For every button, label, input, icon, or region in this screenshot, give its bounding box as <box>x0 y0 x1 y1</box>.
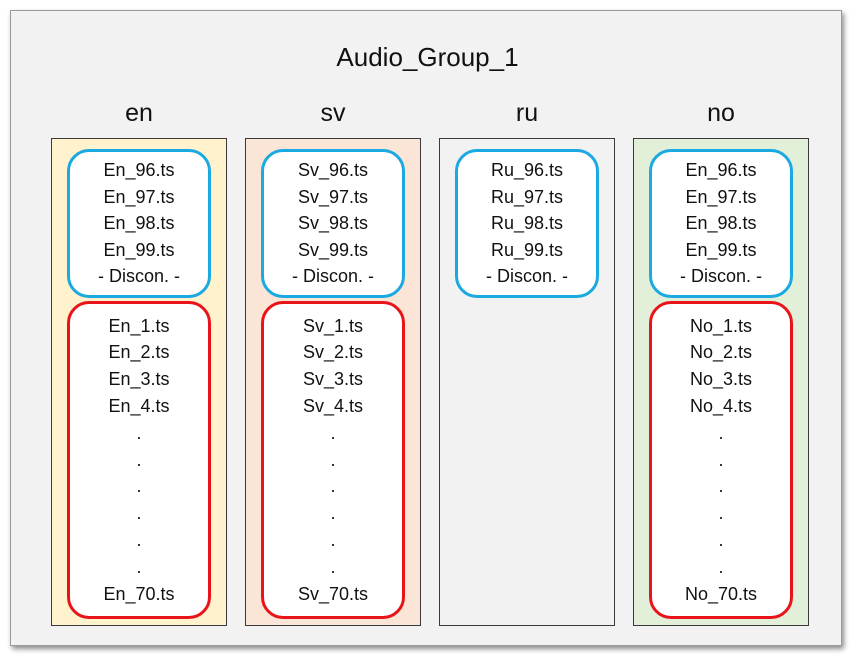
segment-item: No_1.ts <box>689 315 753 336</box>
segment-item: En_2.ts <box>108 342 170 363</box>
segment-item: No_3.ts <box>689 369 753 390</box>
ellipsis-dot: . <box>718 476 724 497</box>
segment-item: En_99.ts <box>103 239 175 260</box>
column-ru: Ru_96.ts Ru_97.ts Ru_98.ts Ru_99.ts - Di… <box>439 138 615 626</box>
ellipsis-dot: . <box>136 422 142 443</box>
discon-marker: - Discon. - <box>97 266 180 287</box>
ellipsis-dot: . <box>136 503 142 524</box>
segment-item: Sv_70.ts <box>297 583 369 604</box>
segment-list-box: Sv_1.ts Sv_2.ts Sv_3.ts Sv_4.ts . . . . … <box>261 301 405 619</box>
discontinuity-segment-box: En_96.ts En_97.ts En_98.ts En_99.ts - Di… <box>649 149 793 298</box>
ellipsis-dot: . <box>718 529 724 550</box>
discontinuity-segment-box: En_96.ts En_97.ts En_98.ts En_99.ts - Di… <box>67 149 211 298</box>
segment-item: Sv_4.ts <box>302 396 364 416</box>
segment-item: Ru_98.ts <box>490 213 564 234</box>
discon-marker: - Discon. - <box>291 266 374 287</box>
segment-item: Ru_97.ts <box>490 186 564 207</box>
ellipsis-dot: . <box>330 503 336 524</box>
segment-item: Ru_99.ts <box>490 239 564 260</box>
discontinuity-segment-box: Sv_96.ts Sv_97.ts Sv_98.ts Sv_99.ts - Di… <box>261 149 405 298</box>
ellipsis-dot: . <box>136 556 142 577</box>
discon-marker: - Discon. - <box>679 266 762 287</box>
column-label-ru: ru <box>515 99 539 127</box>
segment-item: Sv_1.ts <box>302 315 364 336</box>
ellipsis-dot: . <box>718 422 724 443</box>
ellipsis-dot: . <box>330 529 336 550</box>
ellipsis-dot: . <box>330 422 336 443</box>
segment-item: En_99.ts <box>685 239 757 260</box>
segment-item: Sv_97.ts <box>297 186 369 207</box>
segment-item: Sv_3.ts <box>302 369 364 390</box>
ellipsis-dot: . <box>136 529 142 550</box>
column-label-no: no <box>707 99 735 127</box>
segment-item: En_3.ts <box>108 369 170 390</box>
segment-item: En_96.ts <box>685 160 757 181</box>
segment-item: Sv_99.ts <box>297 239 369 260</box>
ellipsis-dot: . <box>718 556 724 577</box>
segment-item: En_70.ts <box>103 583 175 604</box>
column-no: En_96.ts En_97.ts En_98.ts En_99.ts - Di… <box>633 138 809 626</box>
group-title: Audio_Group_1 <box>336 42 519 72</box>
discon-marker: - Discon. - <box>485 266 568 287</box>
segment-item: En_98.ts <box>103 213 175 234</box>
segment-list-box: No_1.ts No_2.ts No_3.ts No_4.ts . . . . … <box>649 301 793 619</box>
ellipsis-dot: . <box>718 449 724 470</box>
segment-list-box: En_1.ts En_2.ts En_3.ts En_4.ts . . . . … <box>67 301 211 619</box>
segment-item: En_96.ts <box>103 160 175 181</box>
column-en: En_96.ts En_97.ts En_98.ts En_99.ts - Di… <box>51 138 227 626</box>
segment-item: Sv_2.ts <box>302 342 364 363</box>
column-label-sv: sv <box>320 99 346 127</box>
column-sv: Sv_96.ts Sv_97.ts Sv_98.ts Sv_99.ts - Di… <box>245 138 421 626</box>
segment-item: En_98.ts <box>685 213 757 234</box>
ellipsis-dot: . <box>330 449 336 470</box>
segment-item: Ru_96.ts <box>490 160 564 181</box>
segment-item: Sv_96.ts <box>297 160 369 181</box>
ellipsis-dot: . <box>718 503 724 524</box>
discontinuity-segment-box: Ru_96.ts Ru_97.ts Ru_98.ts Ru_99.ts - Di… <box>455 149 599 298</box>
segment-item: No_2.ts <box>689 342 753 363</box>
column-label-en: en <box>125 99 153 127</box>
segment-item: En_4.ts <box>108 396 170 416</box>
segment-item: No_4.ts <box>689 396 753 416</box>
segment-item: No_70.ts <box>684 583 758 604</box>
segment-item: En_97.ts <box>685 186 757 207</box>
ellipsis-dot: . <box>330 556 336 577</box>
ellipsis-dot: . <box>330 476 336 497</box>
segment-item: En_97.ts <box>103 186 175 207</box>
segment-item: En_1.ts <box>108 315 170 336</box>
ellipsis-dot: . <box>136 476 142 497</box>
ellipsis-dot: . <box>136 449 142 470</box>
segment-item: Sv_98.ts <box>297 213 369 234</box>
